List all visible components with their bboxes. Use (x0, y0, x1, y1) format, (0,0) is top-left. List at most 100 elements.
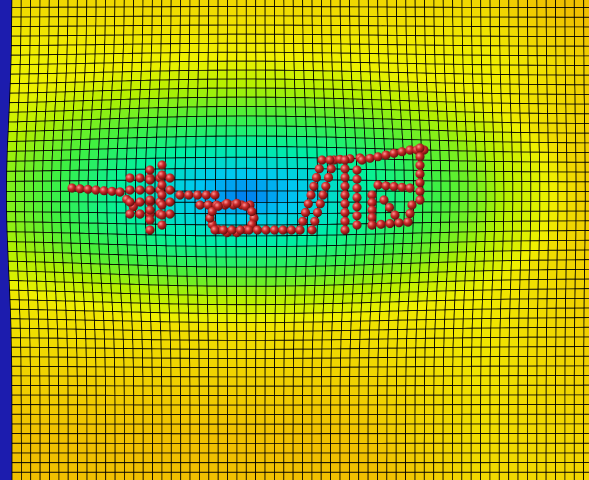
mesh-cell (174, 157, 186, 170)
mesh-cell (472, 308, 483, 320)
mesh-cell (471, 337, 482, 348)
mesh-cell (180, 442, 191, 454)
mesh-cell (6, 211, 17, 223)
mesh-cell (333, 107, 346, 119)
mesh-cell (382, 253, 394, 265)
mesh-cell (150, 61, 162, 72)
mesh-cell (48, 25, 59, 37)
particle (367, 197, 377, 208)
mesh-cell (217, 433, 228, 444)
mesh-cell (547, 113, 558, 124)
mesh-cell (456, 241, 468, 253)
mesh-cell (194, 224, 207, 237)
mesh-cell (398, 291, 410, 303)
mesh-cell (185, 125, 197, 138)
mesh-cell (455, 270, 466, 282)
mesh-cell (30, 462, 41, 473)
particle (75, 184, 85, 194)
mesh-cell (564, 442, 575, 454)
particle (125, 185, 135, 195)
particle (381, 181, 391, 191)
mesh-cell (482, 279, 493, 291)
mesh-cell (498, 394, 510, 406)
mesh-cell (396, 356, 407, 368)
mesh-cell (454, 82, 465, 94)
mesh-cell (235, 115, 247, 127)
mesh-cell (255, 414, 266, 425)
mesh-cell (517, 413, 528, 425)
mesh-cell (352, 274, 364, 285)
mesh-cell (180, 462, 191, 473)
mesh-cell (94, 44, 106, 55)
mesh-cell (405, 462, 416, 473)
mesh-cell (538, 141, 549, 153)
mesh-cell (179, 15, 191, 26)
mesh-cell (457, 140, 468, 152)
mesh-cell (518, 55, 529, 66)
mesh-cell (489, 404, 500, 415)
mesh-cell (400, 109, 411, 121)
mesh-cell (95, 0, 106, 8)
mesh-cell (49, 471, 60, 480)
mesh-cell (170, 414, 182, 425)
mesh-cell (189, 348, 200, 359)
particle (192, 190, 203, 200)
mesh-cell (106, 158, 118, 171)
mesh-cell (86, 6, 97, 18)
mesh-cell (274, 367, 285, 378)
mesh-cell (66, 53, 77, 65)
mesh-cell (274, 348, 285, 359)
mesh-cell (573, 433, 584, 444)
mesh-cell (129, 98, 141, 110)
mesh-cell (426, 300, 437, 311)
mesh-cell (158, 88, 170, 99)
mesh-cell (431, 201, 442, 213)
mesh-cell (481, 318, 492, 329)
mesh-cell (351, 302, 363, 313)
mesh-cell (405, 471, 416, 480)
mesh-cell (464, 280, 475, 291)
mesh-cell (555, 404, 566, 415)
mesh-cell (342, 88, 354, 100)
mesh-cell (312, 321, 324, 332)
mesh-cell (283, 348, 295, 359)
mesh-cell (403, 190, 415, 203)
mesh-cell (433, 442, 444, 454)
mesh-cell (107, 243, 119, 256)
mesh-cell (255, 6, 266, 17)
mesh-cell (545, 404, 556, 415)
mesh-cell (135, 223, 147, 236)
mesh-cell (85, 34, 97, 46)
mesh-cell (311, 414, 322, 425)
mesh-cell (205, 245, 217, 258)
mesh-cell (293, 43, 304, 54)
mesh-cell (226, 42, 238, 53)
mesh-cell (564, 326, 576, 338)
mesh-cell (245, 179, 258, 192)
mesh-cell (217, 60, 228, 71)
mesh-cell (395, 462, 407, 473)
mesh-cell (499, 35, 510, 47)
mesh-cell (174, 201, 186, 214)
mesh-cell (20, 337, 31, 348)
mesh-cell (498, 423, 510, 435)
mesh-cell (77, 423, 88, 435)
mesh-cell (255, 462, 266, 473)
particle (340, 164, 350, 174)
mesh-cell (575, 220, 586, 232)
mesh-cell (564, 74, 576, 86)
mesh-cell (302, 462, 313, 473)
mesh-cell (480, 16, 491, 28)
mesh-cell (36, 290, 48, 301)
mesh-cell (276, 201, 288, 215)
mesh-cell (208, 423, 219, 435)
mesh-cell (76, 356, 87, 368)
mesh-cell (463, 92, 475, 104)
mesh-cell (509, 288, 521, 300)
mesh-cell (53, 119, 64, 131)
mesh-cell (179, 52, 190, 63)
mesh-cell (390, 109, 402, 121)
mesh-cell (168, 294, 180, 305)
mesh-cell (225, 167, 237, 181)
mesh-cell (463, 299, 474, 310)
